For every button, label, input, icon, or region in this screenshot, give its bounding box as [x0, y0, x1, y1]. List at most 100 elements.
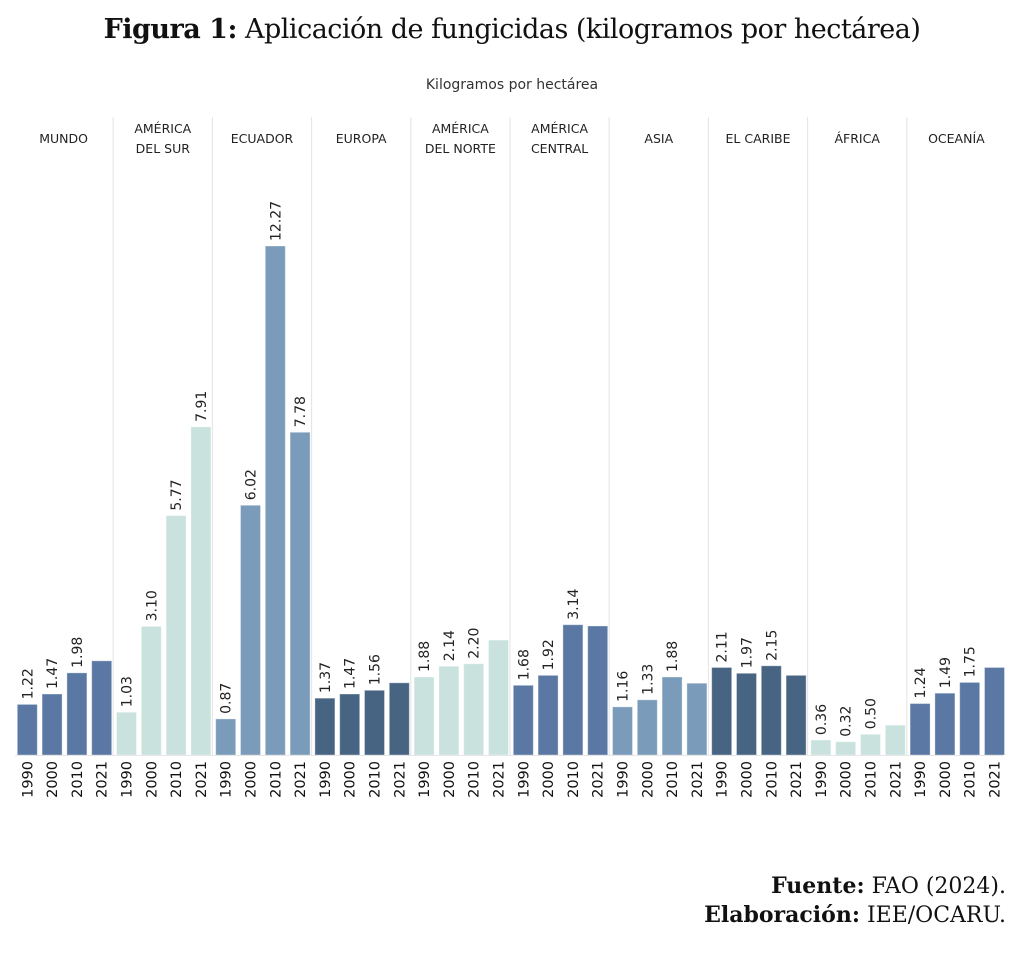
bar	[760, 665, 782, 756]
year-tick-label: 1990	[20, 761, 36, 798]
bar-group: AMÉRICA CENTRAL 1.68 1990 1.92 2000 3.14 2010 20…	[509, 117, 609, 798]
credit-text: IEE/OCARU.	[866, 903, 1006, 928]
bar-value-label: 1.92	[541, 639, 557, 670]
chart-title: Kilogramos por hectárea	[425, 77, 599, 93]
bar	[711, 666, 733, 756]
bar-group: MUNDO 1.22 1990 1.47 2000 1.98 2010 2021	[16, 131, 113, 798]
bar	[339, 693, 361, 756]
year-tick-label: 2000	[640, 761, 656, 798]
year-tick-label: 2000	[244, 761, 260, 798]
bar	[16, 703, 38, 756]
group-label: AMÉRICA	[134, 121, 191, 136]
bar-value-label: 1.47	[45, 658, 61, 689]
source-text: FAO (2024).	[871, 874, 1006, 899]
year-tick-label: 1990	[120, 761, 136, 798]
group-label: ECUADOR	[231, 131, 294, 146]
year-tick-label: 2021	[591, 761, 607, 798]
figure-title-text: Aplicación de fungicidas (kilogramos por…	[245, 14, 921, 45]
group-label: EL CARIBE	[726, 131, 791, 146]
bar-group: EUROPA 1.37 1990 1.47 2000 1.56 2010 2021	[311, 117, 410, 798]
bar-group: ASIA 1.16 1990 1.33 2000 1.88 2010 2021	[608, 117, 708, 798]
year-tick-label: 2010	[368, 761, 384, 798]
bar	[835, 741, 857, 756]
bar-value-label: 12.27	[268, 201, 284, 241]
group-label: ASIA	[644, 131, 673, 146]
bar-group: EL CARIBE 2.11 1990 1.97 2000 2.15 2010 2021	[707, 117, 807, 798]
bar	[364, 689, 385, 756]
bar-value-label: 5.77	[169, 479, 185, 510]
year-tick-label: 2021	[988, 761, 1004, 798]
group-label: AMÉRICA	[531, 121, 588, 136]
group-label: DEL NORTE	[425, 141, 496, 156]
bar	[934, 692, 956, 756]
year-tick-label: 1990	[318, 761, 334, 798]
bar	[240, 504, 261, 756]
credit-line: Elaboración: IEE/OCARU.	[704, 901, 1006, 930]
group-label: AMÉRICA	[432, 121, 489, 136]
group-label: EUROPA	[336, 131, 387, 146]
year-tick-label: 1990	[913, 761, 929, 798]
bar	[512, 684, 534, 756]
bar-value-label: 1.56	[368, 654, 384, 685]
bar-value-label: 0.87	[219, 683, 235, 714]
group-label: CENTRAL	[531, 141, 588, 156]
source-line: Fuente: FAO (2024).	[704, 872, 1006, 901]
bar	[984, 666, 1005, 756]
bar	[215, 718, 237, 756]
bar-value-label: 2.20	[467, 628, 483, 659]
bar-value-label: 0.36	[814, 704, 830, 735]
bar-value-label: 1.24	[913, 667, 929, 698]
bar-value-label: 1.33	[640, 664, 656, 695]
year-tick-label: 2010	[566, 761, 582, 798]
year-tick-label: 2010	[268, 761, 284, 798]
bar-value-label: 1.22	[20, 668, 36, 699]
group-label: OCEANÍA	[928, 131, 985, 146]
bar-value-label: 7.78	[293, 396, 309, 427]
year-tick-label: 1990	[516, 761, 532, 798]
bar-value-label: 2.14	[442, 630, 458, 661]
bar-value-label: 6.02	[244, 469, 260, 500]
year-tick-label: 2010	[864, 761, 880, 798]
bar	[41, 693, 63, 756]
bar-value-label: 1.16	[616, 671, 632, 702]
bar	[165, 515, 187, 756]
year-tick-label: 2000	[839, 761, 855, 798]
bar	[661, 676, 683, 756]
year-tick-label: 1990	[616, 761, 632, 798]
year-tick-label: 2010	[70, 761, 86, 798]
bar	[636, 699, 658, 756]
year-tick-label: 2021	[690, 761, 706, 798]
bar	[587, 625, 609, 756]
bar-value-label: 3.14	[566, 588, 582, 619]
source-label: Fuente:	[771, 873, 865, 899]
bar	[140, 625, 162, 756]
bar-group: AMÉRICA DEL SUR 1.03 1990 3.10 2000 5.77 2010 7.…	[112, 117, 212, 798]
bar	[537, 674, 559, 756]
bar-value-label: 7.91	[194, 391, 210, 422]
bar	[959, 681, 981, 756]
bar-value-label: 1.49	[938, 657, 954, 688]
bar	[810, 739, 832, 756]
group-label: ÁFRICA	[834, 131, 880, 146]
bar-value-label: 2.11	[715, 631, 731, 662]
figure-title: Figura 1: Aplicación de fungicidas (kilo…	[0, 14, 1024, 45]
year-tick-label: 2021	[789, 761, 805, 798]
year-tick-label: 2000	[938, 761, 954, 798]
bar-value-label: 1.47	[343, 658, 359, 689]
bar	[463, 663, 485, 756]
bar-value-label: 0.50	[864, 698, 880, 729]
group-label: DEL SUR	[136, 141, 191, 156]
bar	[289, 431, 311, 756]
bar-value-label: 1.88	[417, 641, 433, 672]
group-label: MUNDO	[39, 131, 88, 146]
bar-group: ECUADOR 0.87 1990 6.02 2000 12.27 2010 7.78 2021	[211, 117, 311, 798]
year-tick-label: 1990	[417, 761, 433, 798]
bar-value-label: 1.37	[318, 662, 334, 693]
bar-value-label: 1.88	[665, 641, 681, 672]
bar	[860, 733, 881, 756]
year-tick-label: 2010	[665, 761, 681, 798]
bar	[612, 706, 633, 756]
figure-title-prefix: Figura 1:	[103, 14, 238, 45]
bar	[785, 674, 807, 756]
